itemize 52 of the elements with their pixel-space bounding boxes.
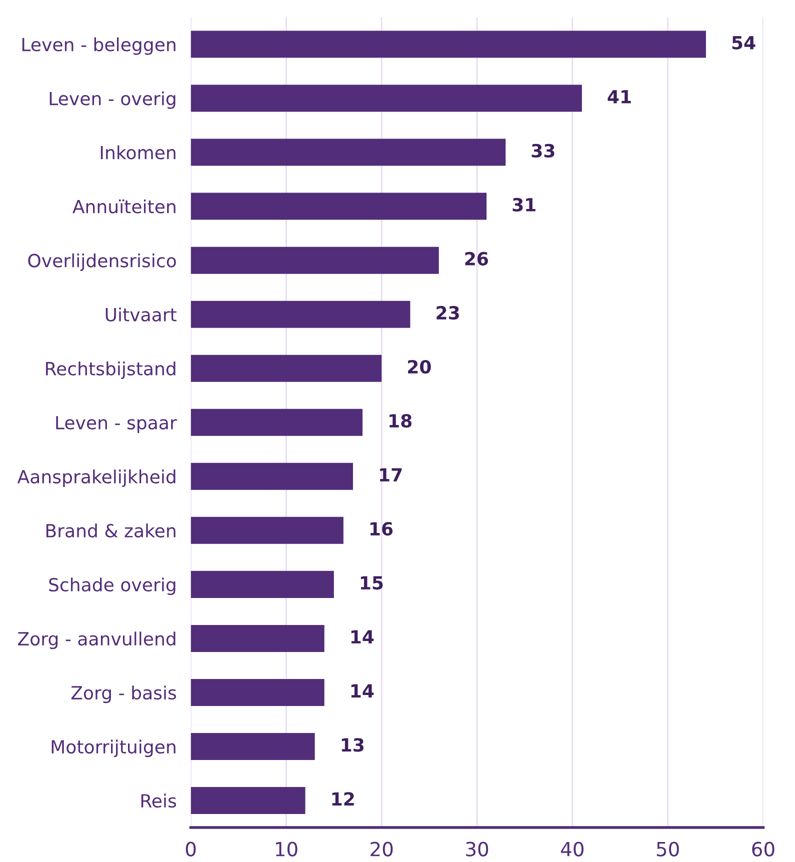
bar — [190, 516, 344, 544]
data-label: 54 — [732, 36, 756, 50]
bar — [190, 30, 706, 58]
bar — [190, 192, 487, 220]
y-tick-label: Leven - spaar — [56, 416, 177, 433]
data-label: 13 — [342, 738, 364, 752]
data-label: 20 — [408, 360, 431, 374]
bar — [190, 787, 306, 814]
x-tick-label: 60 — [752, 842, 774, 856]
y-tick-label: Aansprakelijkheid — [17, 470, 176, 488]
y-tick-label: Motorrijtuigen — [52, 740, 176, 758]
data-label: 41 — [608, 90, 631, 104]
y-tick-label: Annuïteiten — [72, 199, 176, 214]
x-tick-label: 0 — [186, 842, 196, 856]
y-tick-label: Rechtsbijstand — [46, 362, 176, 379]
y-tick-label: Schade overig — [49, 578, 176, 596]
y-tick-label: Inkomen — [100, 145, 176, 160]
y-tick-label: Leven - beleggen — [22, 37, 176, 55]
data-label: 14 — [351, 684, 374, 698]
y-tick-label: Uitvaart — [106, 307, 176, 322]
x-tick-label: 50 — [656, 842, 679, 856]
y-tick-label: Zorg - basis — [71, 686, 176, 704]
x-tick-label: 10 — [276, 842, 298, 856]
data-label: 18 — [390, 414, 412, 428]
bar — [190, 138, 506, 166]
bar — [190, 246, 439, 274]
data-label: 31 — [512, 198, 536, 212]
data-label: 14 — [351, 630, 374, 644]
bar — [190, 624, 324, 652]
bar — [190, 570, 334, 598]
bar — [190, 462, 353, 490]
data-label: 12 — [332, 792, 354, 806]
bar — [190, 732, 315, 760]
x-tick-label: 20 — [370, 842, 393, 856]
data-label: 17 — [380, 468, 402, 482]
bar — [190, 408, 363, 436]
y-tick-label: Overlijdensrisico — [28, 253, 176, 271]
y-tick-label: Reis — [141, 794, 176, 808]
bar — [190, 354, 382, 382]
data-label: 33 — [532, 144, 554, 158]
data-label: 16 — [370, 522, 393, 536]
data-label: 23 — [436, 306, 459, 320]
x-tick-label: 30 — [466, 842, 488, 856]
data-label: 15 — [360, 576, 383, 590]
bar — [190, 300, 410, 328]
data-label: 26 — [465, 252, 488, 266]
bar — [190, 84, 582, 112]
y-tick-label: Zorg - aanvullend — [18, 632, 176, 650]
x-tick-label: 40 — [560, 842, 584, 856]
y-tick-label: Leven - overig — [50, 91, 176, 109]
bar — [190, 678, 324, 706]
y-tick-label: Brand & zaken — [46, 524, 176, 538]
